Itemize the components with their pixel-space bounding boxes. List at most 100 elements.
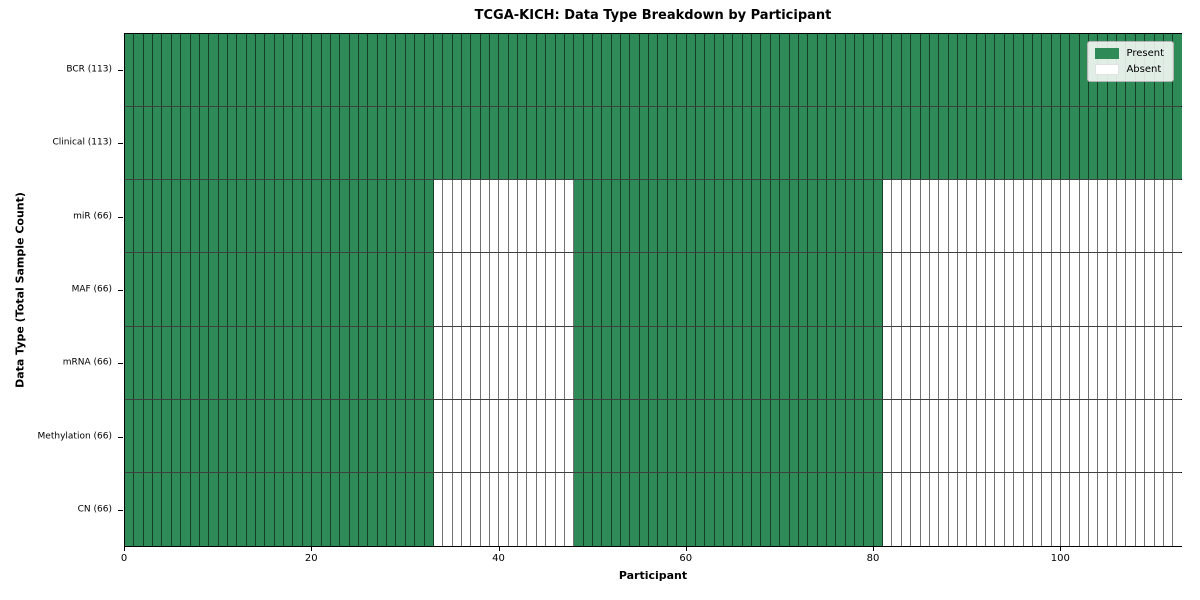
cell-absent [499,472,509,546]
cell-absent [901,326,912,399]
cell-present [592,326,603,399]
cell-present [293,253,303,326]
cell-present [658,180,668,253]
cell-absent [1107,326,1118,399]
cell-present [808,180,818,253]
cell-absent [957,326,968,399]
cell-present [592,34,603,107]
cell-present [686,399,696,472]
cell-absent [1145,399,1155,472]
cell-absent [433,180,444,253]
cell-present [733,253,743,326]
cell-present [377,472,388,546]
cell-present [387,34,397,107]
cell-absent [1107,180,1118,253]
cell-present [181,472,191,546]
cell-present [415,472,425,546]
cell-absent [546,399,556,472]
cell-absent [1126,253,1136,326]
cell-absent [480,472,491,546]
cell-present [443,34,453,107]
cell-present [761,180,771,253]
cell-present [752,472,762,546]
cell-present [592,180,603,253]
cell-absent [920,253,930,326]
cell-present [218,180,228,253]
cell-absent [1042,180,1052,253]
cell-present [209,472,219,546]
cell-absent [546,472,556,546]
cell-present [611,180,622,253]
cell-present [199,399,210,472]
cell-present [649,326,659,399]
cell-absent [911,399,921,472]
cell-absent [948,399,958,472]
cell-present [798,107,809,180]
cell-absent [1145,253,1155,326]
cell-present [143,399,154,472]
cell-present [312,253,322,326]
cell-present [424,399,434,472]
cell-absent [471,472,481,546]
cell-present [714,34,724,107]
cell-absent [499,326,509,399]
cell-absent [452,326,462,399]
cell-present [218,399,228,472]
cell-present [256,326,266,399]
x-tick-label: 0 [120,553,128,564]
cell-present [246,326,257,399]
cell-present [1042,107,1052,180]
cell-absent [1014,180,1024,253]
cell-absent [1117,326,1127,399]
cell-present [658,472,668,546]
heatmap-row [125,472,1182,546]
cell-present [995,34,1005,107]
cell-present [171,399,182,472]
cell-absent [1135,326,1146,399]
cell-absent [1163,399,1174,472]
cell-absent [1135,253,1146,326]
cell-present [789,472,799,546]
cell-absent [490,399,500,472]
cell-absent [967,326,977,399]
cell-present [649,107,659,180]
cell-present [368,399,378,472]
cell-present [929,107,940,180]
cell-absent [490,180,500,253]
cell-present [312,399,322,472]
cell-absent [527,472,537,546]
cell-absent [1089,472,1099,546]
cell-absent [1060,253,1071,326]
cell-present [199,180,210,253]
cell-absent [546,253,556,326]
cell-present [358,399,369,472]
cell-present [181,34,191,107]
cell-present [855,180,865,253]
cell-present [368,180,378,253]
cell-absent [967,399,977,472]
cell-present [349,34,359,107]
cell-present [742,399,753,472]
cell-present [246,399,257,472]
cell-present [274,107,285,180]
cell-present [583,180,593,253]
cell-present [873,326,884,399]
cell-present [761,107,771,180]
cell-present [714,180,724,253]
cell-present [1032,107,1043,180]
cell-absent [1163,472,1174,546]
cell-present [733,326,743,399]
cell-present [471,34,481,107]
cell-present [293,34,303,107]
cell-present [480,107,491,180]
cell-present [798,180,809,253]
cell-present [199,253,210,326]
cell-absent [1117,253,1127,326]
cell-present [770,253,781,326]
cell-present [368,34,378,107]
cell-present [312,472,322,546]
cell-present [321,472,331,546]
cell-present [855,253,865,326]
cell-present [490,34,500,107]
cell-absent [948,326,958,399]
